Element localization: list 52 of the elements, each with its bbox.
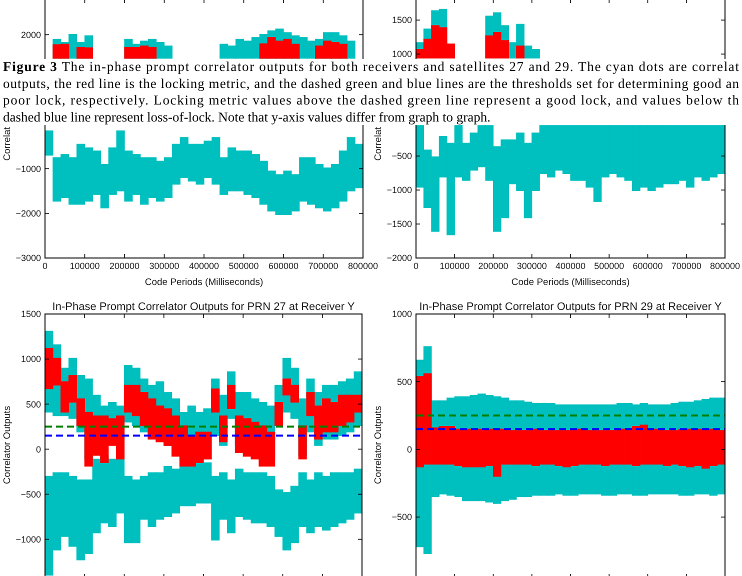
y-tick-label: 0 bbox=[36, 444, 41, 454]
y-axis-title: Correlat bbox=[2, 126, 13, 161]
bar bbox=[516, 46, 524, 58]
annotation: Figure 3 The in-phase prompt correlator outputs for both receivers and satellites 27 and 29. The cyan dots are correlat outputs, the red line is the locking metric, and the dashed green and blue lines are the thresholds set for determining good an poor lock, respectively. Locking metric values above the dashed green line represent a good lock, and values below th dashed blue line represent loss-of-lock. Note that y-axis values differ from graph to graph. bbox=[3, 59, 740, 124]
bar bbox=[298, 425, 307, 460]
x-tick-label: 800000 bbox=[710, 261, 740, 271]
y-tick-label: −1500 bbox=[386, 219, 412, 230]
x-tick-label: 200000 bbox=[109, 261, 140, 271]
x-tick-label: 500000 bbox=[594, 261, 624, 271]
x-tick-label: 600000 bbox=[632, 261, 663, 271]
x-tick-label: 700000 bbox=[671, 261, 702, 271]
y-tick-label: 2000 bbox=[20, 30, 41, 40]
x-tick-label: 700000 bbox=[308, 261, 338, 271]
x-axis-title: Code Periods (Milliseconds) bbox=[144, 277, 264, 288]
x-tick-label: 100000 bbox=[70, 261, 100, 271]
x-tick-label: 400000 bbox=[555, 261, 586, 271]
bar bbox=[226, 384, 236, 409]
y-tick-label: −500 bbox=[392, 151, 412, 162]
x-tick-label: 300000 bbox=[149, 261, 180, 271]
y-tick-label: 1500 bbox=[392, 15, 412, 26]
x-tick-label: 400000 bbox=[188, 261, 220, 271]
y-tick-label: 1000 bbox=[392, 309, 412, 320]
bar bbox=[274, 402, 284, 426]
y-tick-label: 0 bbox=[406, 444, 412, 455]
y-tick-label: 1000 bbox=[392, 49, 412, 60]
y-axis-title: Correlat bbox=[373, 126, 384, 161]
x-tick-label: 300000 bbox=[516, 261, 547, 271]
y-tick-label: 1000 bbox=[20, 354, 41, 364]
x-tick-label: 200000 bbox=[478, 261, 508, 271]
y-tick-label: 500 bbox=[26, 399, 41, 410]
y-tick-label: −2000 bbox=[16, 208, 41, 218]
x-tick-label: 500000 bbox=[228, 261, 259, 271]
y-tick-label: −3000 bbox=[16, 253, 41, 264]
y-axis-title: Correlator Outputs bbox=[373, 406, 384, 484]
y-tick-label: −1000 bbox=[16, 164, 41, 174]
x-tick-label: 600000 bbox=[268, 261, 299, 271]
y-axis-title: Correlator Outputs bbox=[2, 406, 13, 484]
y-tick-label: −500 bbox=[392, 512, 412, 522]
chart-title: In-Phase Prompt Correlator Outputs for PRN 29 at Receiver Y bbox=[419, 301, 722, 313]
x-tick-label: 800000 bbox=[348, 261, 378, 271]
y-tick-label: −2000 bbox=[386, 253, 412, 264]
y-tick-label: −500 bbox=[20, 489, 41, 500]
y-tick-label: −1000 bbox=[16, 534, 41, 544]
y-tick-label: 500 bbox=[396, 376, 412, 387]
chart-title: In-Phase Prompt Correlator Outputs for PRN 27 at Receiver Y bbox=[52, 301, 356, 313]
x-tick-label: 0 bbox=[42, 261, 48, 271]
y-tick-label: 1500 bbox=[20, 309, 41, 320]
x-axis-title: Code Periods (Milliseconds) bbox=[511, 277, 630, 288]
x-tick-label: 0 bbox=[413, 261, 419, 271]
bar bbox=[211, 388, 220, 413]
y-tick-label: −1000 bbox=[386, 185, 412, 196]
x-tick-label: 100000 bbox=[440, 261, 470, 271]
